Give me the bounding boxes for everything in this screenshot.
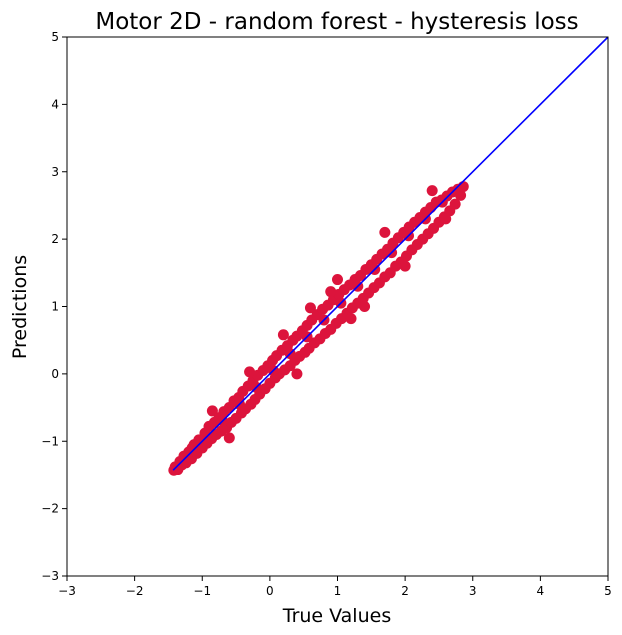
scatter-point (457, 181, 469, 193)
scatter-point (426, 185, 438, 197)
y-tick-label: 3 (51, 165, 59, 179)
scatter-point (332, 274, 343, 286)
y-tick-label: −1 (41, 434, 59, 448)
x-tick-label: −2 (126, 584, 144, 598)
scatter-point (449, 198, 461, 210)
scatter-point (223, 432, 235, 444)
x-tick-label: 0 (266, 584, 274, 598)
scatter-point (325, 286, 337, 298)
scatter-point (186, 442, 198, 454)
reference-line-layer (172, 36, 609, 471)
x-tick-label: −3 (58, 584, 76, 598)
y-axis-ticks: −3 −2 −1 0 1 2 3 4 5 (41, 30, 67, 583)
x-tick-label: 5 (604, 584, 612, 598)
y-tick-label: 4 (51, 97, 59, 111)
chart-title: Motor 2D - random forest - hysteresis lo… (95, 9, 578, 35)
scatter-point (440, 213, 452, 225)
x-tick-label: 1 (334, 584, 342, 598)
scatter-point (304, 302, 316, 314)
x-tick-label: 4 (537, 584, 545, 598)
scatter-point (277, 329, 289, 341)
scatter-point (206, 405, 218, 417)
y-tick-label: −3 (41, 569, 59, 583)
y-tick-label: −2 (41, 502, 59, 516)
y-tick-label: 5 (51, 30, 59, 44)
y-axis-label: Predictions (9, 255, 31, 359)
scatter-point (359, 301, 371, 312)
scatter-point (244, 366, 256, 378)
x-axis-ticks: −3 −2 −1 0 1 2 3 4 5 (58, 576, 612, 598)
y-tick-label: 2 (51, 232, 59, 246)
y-tick-label: 1 (51, 300, 59, 314)
x-tick-label: 3 (469, 584, 477, 598)
scatter-point (399, 260, 411, 272)
x-axis-label: True Values (282, 605, 391, 627)
scatter-point (291, 368, 303, 380)
scatter-point (345, 313, 357, 325)
reference-line (172, 36, 609, 471)
scatter-point (455, 189, 467, 201)
x-tick-label: 2 (401, 584, 409, 598)
y-tick-label: 0 (51, 367, 59, 381)
x-tick-label: −1 (193, 584, 211, 598)
scatter-point (379, 226, 391, 238)
